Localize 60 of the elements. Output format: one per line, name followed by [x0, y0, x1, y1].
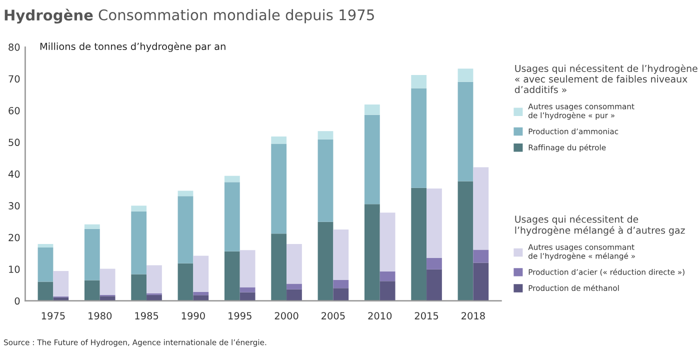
chart-subtitle: Consommation mondiale depuis 1975 [98, 9, 374, 24]
y-tick-label: 70 [8, 75, 20, 83]
bar [411, 74, 427, 88]
x-tick-label: 2010 [368, 312, 392, 320]
x-tick-label: 1995 [228, 312, 252, 320]
bar [473, 250, 489, 263]
bar [100, 296, 116, 301]
bar [84, 228, 100, 280]
legend-title: Usages qui nécessitent de l’hydrogène mélangé à d’autres gaz [515, 215, 685, 236]
bar [146, 294, 162, 301]
bar [131, 211, 147, 274]
x-tick-label: 2005 [322, 312, 345, 320]
bar [333, 280, 349, 288]
x-tick-label: 1985 [135, 312, 158, 320]
bar [131, 206, 147, 212]
bar [224, 176, 240, 182]
bar [380, 281, 396, 301]
y-tick-label: 80 [8, 44, 20, 51]
bar [333, 288, 349, 301]
bar [193, 292, 209, 296]
y-tick-label: 50 [8, 138, 20, 146]
bar [426, 269, 442, 301]
y-tick-label: 0 [14, 297, 20, 305]
x-tick-label: 1975 [42, 312, 65, 320]
bar [38, 244, 54, 248]
x-tick-label: 2000 [274, 312, 298, 320]
bar [240, 292, 256, 301]
bar [318, 139, 334, 222]
bar [458, 82, 474, 182]
x-tick-label: 1990 [182, 312, 205, 320]
bar [473, 262, 489, 301]
bar [318, 131, 334, 140]
x-tick-label: 2015 [414, 312, 438, 320]
bar [380, 271, 396, 282]
legend-title: Usages qui nécessitent de l’hydrogène « avec seulement de faibles niveaux d’additifs » [514, 64, 698, 94]
bar [193, 295, 209, 301]
bar [240, 287, 256, 292]
bar [84, 224, 100, 229]
bar [271, 136, 287, 144]
bar [38, 248, 54, 282]
bar [411, 88, 427, 188]
bar [286, 284, 302, 290]
x-tick-label: 1980 [88, 312, 112, 320]
bar [458, 68, 474, 82]
y-tick-label: 60 [8, 106, 20, 114]
y-tick-label: 10 [9, 266, 20, 273]
bar [178, 190, 194, 196]
bar [426, 258, 442, 270]
x-tick-label: 2018 [462, 312, 485, 320]
y-axis-title: Millions de tonnes d’hydrogène par an [40, 42, 226, 52]
bar [271, 144, 287, 234]
bar [178, 196, 194, 264]
bar [364, 114, 380, 204]
bar [286, 289, 302, 301]
chart-title: Hydrogène [4, 8, 93, 24]
bar [224, 182, 240, 252]
bar [364, 104, 380, 115]
y-tick-label: 30 [8, 202, 20, 210]
y-tick-label: 40 [8, 170, 20, 178]
y-tick-label: 20 [8, 234, 20, 242]
